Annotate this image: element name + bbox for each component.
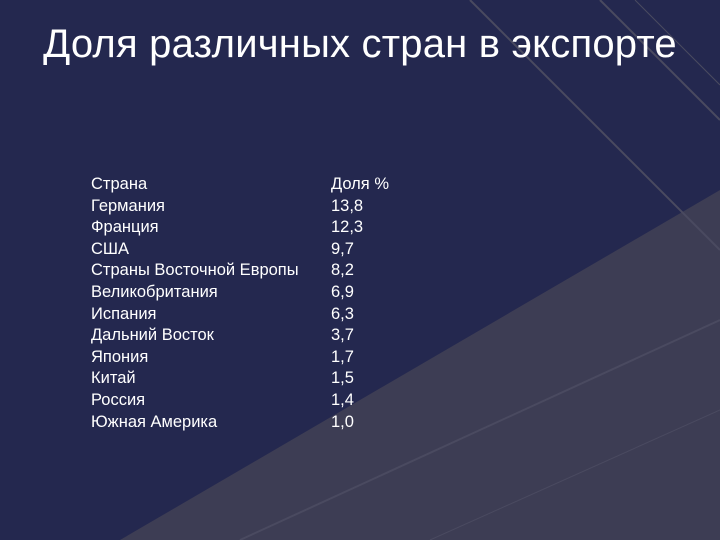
country-cell: Германия — [91, 196, 165, 215]
decor-line-4 — [239, 319, 720, 540]
table-row: Испания 6,3 — [91, 304, 411, 326]
share-cell: 6,3 — [331, 304, 354, 323]
country-cell: Испания — [91, 304, 157, 323]
table-row: Великобритания 6,9 — [91, 282, 411, 304]
decor-line-2 — [599, 0, 720, 121]
share-cell: 3,7 — [331, 326, 354, 345]
share-cell: 1,5 — [331, 369, 354, 388]
decor-line-5 — [429, 409, 720, 540]
header-share: Доля % — [331, 175, 389, 193]
share-cell: 1,0 — [331, 412, 354, 431]
table-row: Германия 13,8 — [91, 196, 411, 218]
export-share-table: Страна Доля % Германия 13,8 Франция 12,3… — [91, 174, 411, 433]
decor-line-3 — [634, 0, 720, 86]
table-row: Страны Восточной Европы 8,2 — [91, 260, 411, 282]
country-cell: Южная Америка — [91, 412, 218, 431]
share-cell: 1,4 — [331, 390, 354, 409]
header-country: Страна — [91, 175, 148, 193]
country-cell: Китай — [91, 369, 136, 388]
share-cell: 9,7 — [331, 239, 354, 258]
country-cell: Дальний Восток — [91, 326, 214, 345]
share-cell: 12,3 — [331, 218, 364, 237]
country-cell: Страны Восточной Европы — [91, 261, 299, 280]
share-cell: 13,8 — [331, 196, 364, 215]
table-row: Россия 1,4 — [91, 390, 411, 412]
table-row: Дальний Восток 3,7 — [91, 325, 411, 347]
country-cell: Великобритания — [91, 282, 218, 301]
share-cell: 6,9 — [331, 282, 354, 301]
table-row: США 9,7 — [91, 239, 411, 261]
table-row: Китай 1,5 — [91, 368, 411, 390]
country-cell: США — [91, 239, 130, 258]
country-cell: Россия — [91, 390, 146, 409]
country-cell: Япония — [91, 347, 149, 366]
table-header-row: Страна Доля % — [91, 174, 411, 196]
decor-wedge — [120, 190, 720, 540]
decor-line-1 — [469, 0, 720, 251]
country-cell: Франция — [91, 218, 159, 237]
slide-title: Доля различных стран в экспорте — [43, 22, 677, 66]
table-row: Южная Америка 1,0 — [91, 412, 411, 434]
table-row: Япония 1,7 — [91, 347, 411, 369]
share-cell: 1,7 — [331, 347, 354, 366]
share-cell: 8,2 — [331, 261, 354, 280]
table-row: Франция 12,3 — [91, 217, 411, 239]
